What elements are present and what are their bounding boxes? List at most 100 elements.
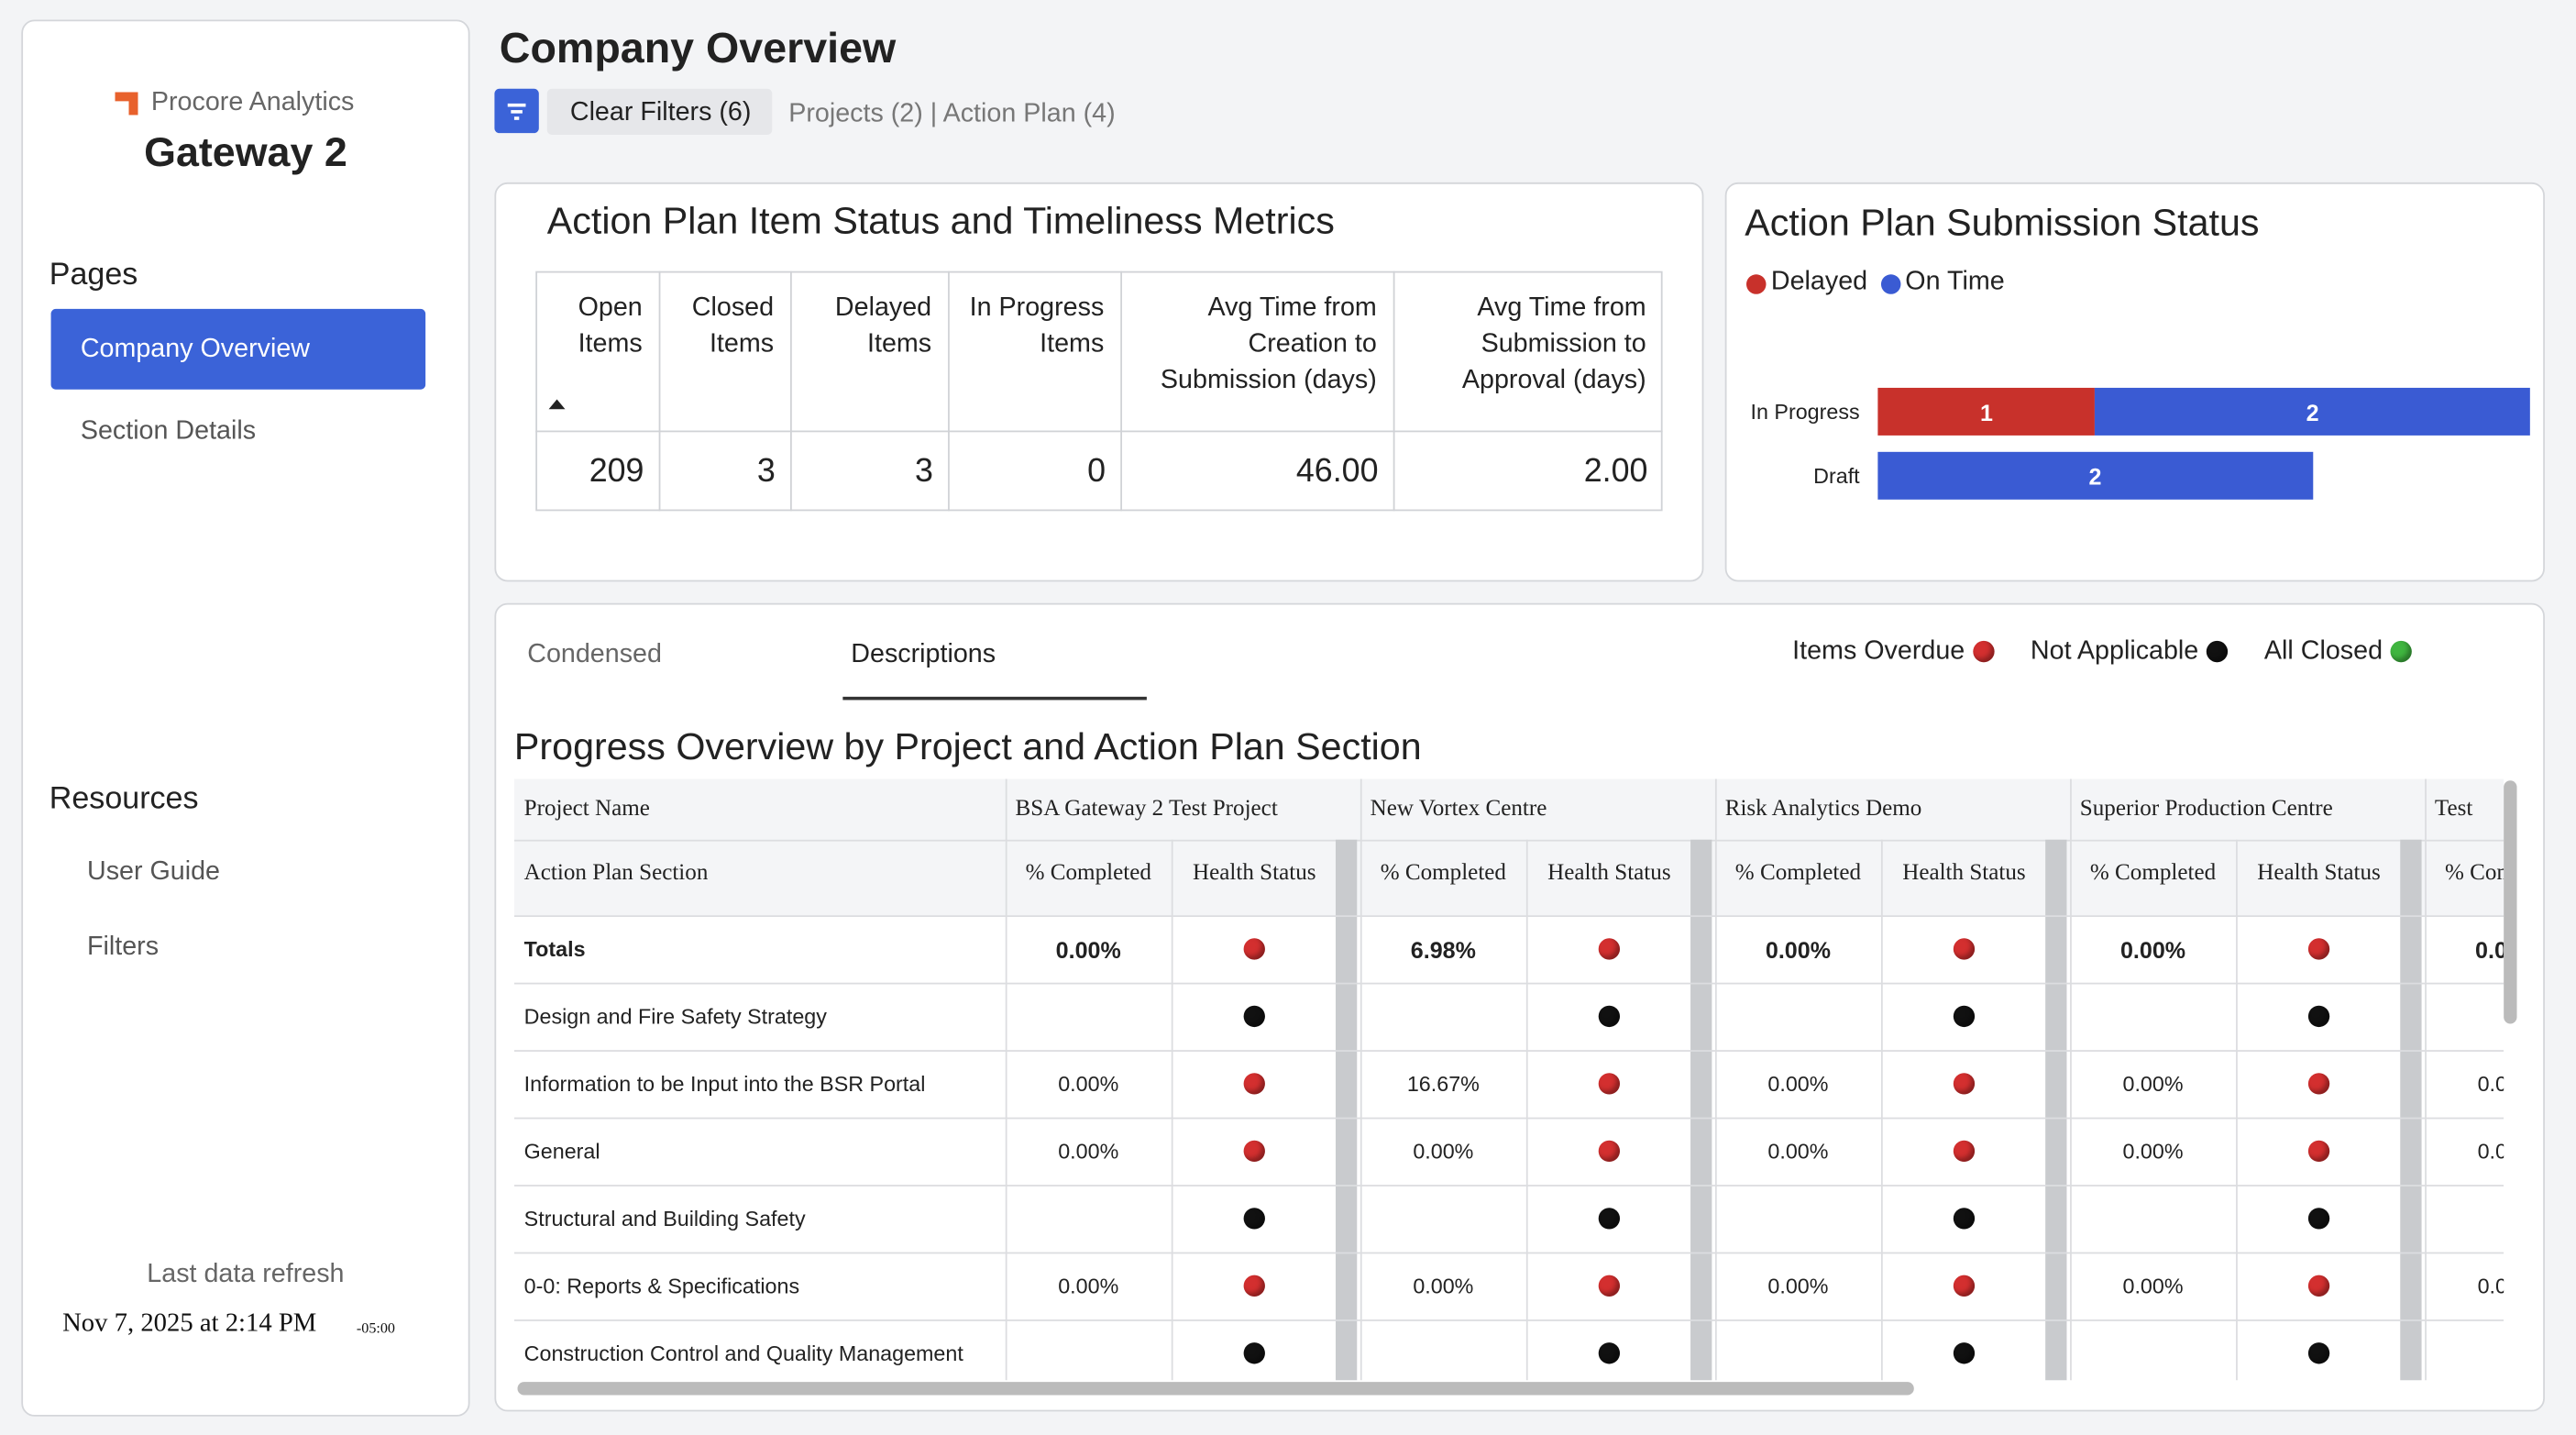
health-dot xyxy=(1243,938,1265,960)
progress-table: Project Name Action Plan Section BSA Gatew… xyxy=(513,778,2504,1381)
subcolumn-header: % Completed xyxy=(2089,861,2217,886)
refresh-tz: -05:00 xyxy=(356,1319,396,1336)
subcolumn-header: Health Status xyxy=(1547,861,1671,886)
legend-label: Delayed xyxy=(1770,268,1868,296)
metric-value: 3 xyxy=(756,453,776,491)
resource-link[interactable]: User Guide xyxy=(86,857,221,886)
health-dot xyxy=(1953,1073,1976,1095)
bar: 2 xyxy=(2095,387,2530,436)
health-dot xyxy=(1598,1140,1621,1163)
percent-completed: 0.00% xyxy=(1767,1138,1829,1164)
gap-column xyxy=(1690,839,1712,1381)
column-header: Open Items xyxy=(578,293,643,359)
percent-completed: 0.00% xyxy=(2477,1273,2504,1298)
tab-underline xyxy=(842,696,1147,701)
metric-value: 209 xyxy=(589,453,644,491)
percent-completed: 0.00% xyxy=(2477,1071,2504,1097)
vline xyxy=(1714,778,1717,1381)
health-dot xyxy=(1243,1005,1265,1028)
vline xyxy=(1171,839,1173,1381)
subcolumn-header: % Completed xyxy=(2444,861,2504,886)
column-header: Delayed Items xyxy=(834,293,932,359)
metric-value: 3 xyxy=(914,453,933,491)
health-dot xyxy=(1243,1073,1265,1095)
clear-filters-button[interactable] xyxy=(546,88,773,135)
legend-dot xyxy=(1880,274,1900,294)
section-name: General xyxy=(523,1138,600,1164)
vline xyxy=(1880,839,1883,1381)
bar-label: 1 xyxy=(1979,399,1993,426)
subcolumn-header: % Completed xyxy=(1025,861,1151,886)
section-name: Construction Control and Quality Managem… xyxy=(523,1341,963,1366)
section-name: 0-0: Reports & Specifications xyxy=(523,1273,800,1298)
health-dot xyxy=(1953,1005,1976,1028)
column-header: Closed Items xyxy=(691,293,775,359)
column-header: In Progress Items xyxy=(969,293,1105,359)
health-dot xyxy=(1598,1073,1621,1095)
percent-completed: 0.00% xyxy=(1413,1138,1474,1164)
filter-button[interactable] xyxy=(494,88,539,134)
health-dot xyxy=(1953,1208,1976,1230)
gap-column xyxy=(2045,839,2067,1381)
percent-completed: 0.00% xyxy=(2477,1138,2504,1164)
pages-heading: Pages xyxy=(49,258,138,293)
tab[interactable]: Condensed xyxy=(527,640,662,669)
percent-completed: 6.98% xyxy=(1410,936,1476,964)
gap-column xyxy=(2400,839,2422,1381)
hline xyxy=(513,982,2504,985)
status-legend-dot xyxy=(2207,640,2229,663)
metric-value: 2.00 xyxy=(1583,453,1648,491)
nav-active[interactable] xyxy=(50,308,426,390)
progress-title: Progress Overview by Project and Action … xyxy=(513,724,1422,767)
project-name: Superior Production Centre xyxy=(2079,797,2333,822)
health-dot xyxy=(1243,1140,1265,1163)
progress-card: Condensed Descriptions Progress Overview… xyxy=(494,602,2545,1412)
health-dot xyxy=(1598,938,1621,960)
y-tick-label: Draft xyxy=(1813,463,1860,489)
metric-value: 46.00 xyxy=(1295,453,1379,491)
project-name: Risk Analytics Demo xyxy=(1724,797,1922,822)
brand: Procore Analytics xyxy=(150,88,355,117)
percent-completed: 0.00% xyxy=(2122,1273,2184,1298)
clear-filters-label[interactable]: Clear Filters (6) xyxy=(569,98,752,127)
legend-dot xyxy=(1746,274,1767,294)
tab-active[interactable]: Descriptions xyxy=(851,640,996,669)
project-name: BSA Gateway 2 Test Project xyxy=(1015,797,1278,822)
nav-link[interactable]: Company Overview xyxy=(80,335,311,364)
hline xyxy=(513,1252,2504,1254)
status-legend-dot xyxy=(2390,640,2413,663)
vline xyxy=(2425,778,2427,1381)
submission-card: Action Plan Submission Status xyxy=(1724,182,2545,582)
gap-column xyxy=(1335,839,1358,1381)
sort-icon xyxy=(548,399,566,410)
col-divider xyxy=(790,270,792,512)
health-dot xyxy=(2307,1073,2330,1095)
health-dot xyxy=(2307,1140,2330,1163)
status-legend-label: All Closed xyxy=(2263,637,2383,666)
percent-completed: 0.00% xyxy=(2119,936,2186,964)
health-dot xyxy=(1598,1275,1621,1297)
resource-link[interactable]: Filters xyxy=(86,933,160,962)
nav-link[interactable]: Section Details xyxy=(80,417,257,446)
hline xyxy=(513,1185,2504,1187)
bar: 2 xyxy=(1877,451,2313,500)
health-dot xyxy=(2307,1208,2330,1230)
section-name: Information to be Input into the BSR Por… xyxy=(523,1071,926,1097)
scrollbar[interactable] xyxy=(517,1382,1914,1396)
percent-completed: 0.00% xyxy=(2475,936,2504,964)
metrics-title: Action Plan Item Status and Timeliness M… xyxy=(546,198,1335,242)
scrollbar[interactable] xyxy=(2504,780,2517,1024)
subcolumn-header: Health Status xyxy=(2257,861,2381,886)
column-header: Avg Time from Submission to Approval (da… xyxy=(1461,293,1646,395)
metrics-table xyxy=(535,270,1663,512)
hline xyxy=(513,839,2504,842)
health-dot xyxy=(2307,938,2330,960)
health-dot xyxy=(1598,1005,1621,1028)
resources-heading: Resources xyxy=(49,782,199,817)
sidebar: Procore Analytics Gateway 2 Pages Compan… xyxy=(21,19,470,1417)
filter-summary: Projects (2) | Action Plan (4) xyxy=(788,100,1116,128)
refresh-label: Last data refresh xyxy=(147,1260,345,1289)
health-dot xyxy=(1953,938,1976,960)
col-divider xyxy=(948,270,950,512)
